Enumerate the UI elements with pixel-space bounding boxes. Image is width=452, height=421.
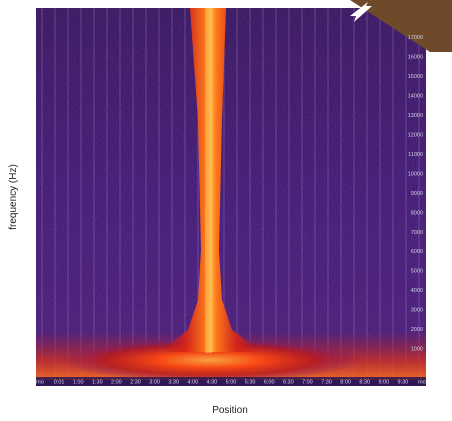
corner-overlay — [350, 0, 452, 52]
x-tick-label: 8:00 — [340, 380, 351, 386]
x-tick-label: 5:30 — [245, 380, 256, 386]
x-tick-label: 9:30 — [398, 380, 409, 386]
x-tick-label: 2:30 — [130, 380, 141, 386]
vertical-grid-lines — [41, 8, 420, 386]
x-tick-label: 1:30 — [92, 380, 103, 386]
x-tick-label: 1:00 — [73, 380, 84, 386]
x-tick-label: 5:00 — [226, 380, 237, 386]
x-axis-ticks: mo 0:01 1:00 1:30 2:00 2:30 3:00 3:30 4:00 4:30 5:… — [36, 377, 426, 386]
base-glow — [60, 338, 360, 382]
y-tick-label: 16000 — [408, 55, 423, 61]
x-axis-strip — [36, 377, 426, 386]
y-tick-label: 2000 — [411, 327, 423, 333]
y-tick-label: 1000 — [411, 347, 423, 353]
y-tick-label: 10000 — [408, 171, 423, 177]
y-tick-label: 3000 — [411, 308, 423, 314]
x-tick-label: mo — [36, 380, 44, 386]
x-tick-label: 0:01 — [54, 380, 65, 386]
x-tick-label: 8:30 — [359, 380, 370, 386]
x-tick-label: 9:00 — [378, 380, 389, 386]
y-tick-label: 6000 — [411, 249, 423, 255]
x-tick-label: 6:00 — [264, 380, 275, 386]
x-tick-label: 3:00 — [149, 380, 160, 386]
y-tick-label: 11000 — [408, 152, 423, 158]
x-tick-label: 7:30 — [321, 380, 332, 386]
x-tick-label: 3:30 — [168, 380, 179, 386]
x-axis-label: Position — [212, 405, 248, 416]
y-tick-label: 4000 — [411, 288, 423, 294]
x-tick-label: 7:00 — [302, 380, 313, 386]
y-tick-label: 7000 — [411, 230, 423, 236]
x-tick-label: 4:00 — [187, 380, 198, 386]
y-tick-label: 9000 — [411, 191, 423, 197]
y-tick-label: 17000 — [408, 35, 423, 41]
noise-texture — [36, 8, 426, 386]
y-tick-label: 13000 — [408, 113, 423, 119]
y-tick-label: 5000 — [411, 269, 423, 275]
x-tick-label: mo — [418, 380, 426, 386]
y-tick-label: 8000 — [411, 210, 423, 216]
beam-core — [205, 8, 212, 353]
y-tick-label: 15000 — [408, 74, 423, 80]
y-axis-label: frequency (Hz) — [8, 164, 19, 230]
y-tick-label: 14000 — [408, 94, 423, 100]
y-tick-label: 12000 — [408, 132, 423, 138]
x-tick-label: 2:00 — [111, 380, 122, 386]
x-tick-label: 6:30 — [283, 380, 294, 386]
corner-arrow-icon — [350, 2, 372, 22]
y-axis-ticks: 1000 2000 3000 4000 5000 6000 7000 8000 9000 1000… — [408, 35, 423, 352]
x-tick-label: 4:30 — [207, 380, 218, 386]
